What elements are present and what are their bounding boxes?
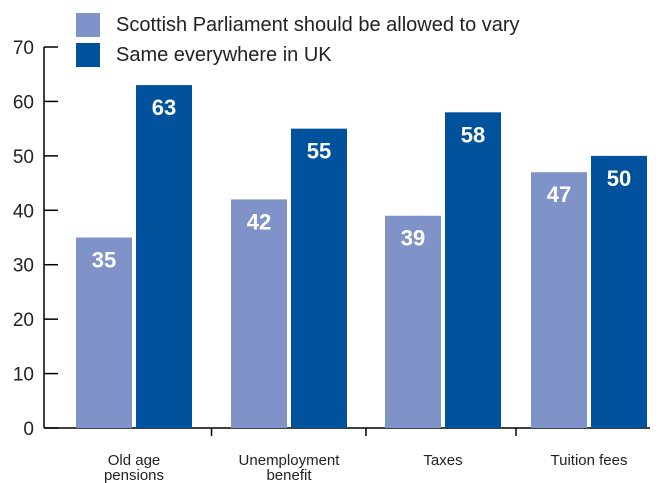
x-category-label-3-line-1: Taxes	[423, 452, 462, 469]
legend-item-series-2: Same everywhere in UK	[76, 40, 520, 70]
data-label-series-2-cat-1: 63	[152, 95, 176, 120]
y-tick-label-30: 30	[13, 256, 34, 277]
bar-series-2-cat-4	[591, 155, 647, 428]
bar-series-1-cat-1	[76, 237, 132, 428]
bar-series-1-cat-3	[385, 215, 441, 428]
x-category-label-4-line-1: Tuition fees	[551, 452, 628, 469]
y-tick-label-50: 50	[13, 147, 34, 168]
y-tick-label-70: 70	[13, 38, 34, 59]
x-category-label-2-line-2: benefit	[266, 467, 312, 483]
data-label-series-1-cat-3: 39	[401, 226, 425, 251]
bar-series-1-cat-4	[531, 172, 587, 428]
y-tick-label-10: 10	[13, 365, 34, 386]
x-category-label-2-line-1: Unemployment	[239, 452, 341, 469]
legend-label-series-1: Scottish Parliament should be allowed to…	[116, 13, 520, 36]
legend-label-series-2: Same everywhere in UK	[116, 43, 332, 66]
y-tick-label-60: 60	[13, 92, 34, 113]
legend: Scottish Parliament should be allowed to…	[76, 10, 520, 70]
data-label-series-2-cat-4: 50	[607, 166, 631, 191]
legend-swatch-series-1	[76, 13, 100, 37]
bar-series-2-cat-1	[136, 85, 192, 428]
y-tick-label-40: 40	[13, 201, 34, 222]
data-label-series-2-cat-2: 55	[307, 139, 331, 164]
x-category-label-1-line-1: Old age	[108, 452, 161, 469]
bar-series-1-cat-2	[231, 199, 287, 428]
legend-item-series-1: Scottish Parliament should be allowed to…	[76, 10, 520, 40]
data-label-series-2-cat-3: 58	[461, 122, 485, 147]
y-tick-label-20: 20	[13, 310, 34, 331]
data-label-series-1-cat-2: 42	[247, 209, 271, 234]
x-category-label-1-line-2: pensions	[104, 467, 164, 483]
legend-swatch-series-2	[76, 43, 100, 67]
y-tick-label-0: 0	[23, 419, 34, 440]
bar-series-2-cat-3	[445, 112, 501, 429]
data-label-series-1-cat-4: 47	[547, 182, 571, 207]
data-label-series-1-cat-1: 35	[92, 248, 116, 273]
bar-series-2-cat-2	[291, 128, 347, 428]
